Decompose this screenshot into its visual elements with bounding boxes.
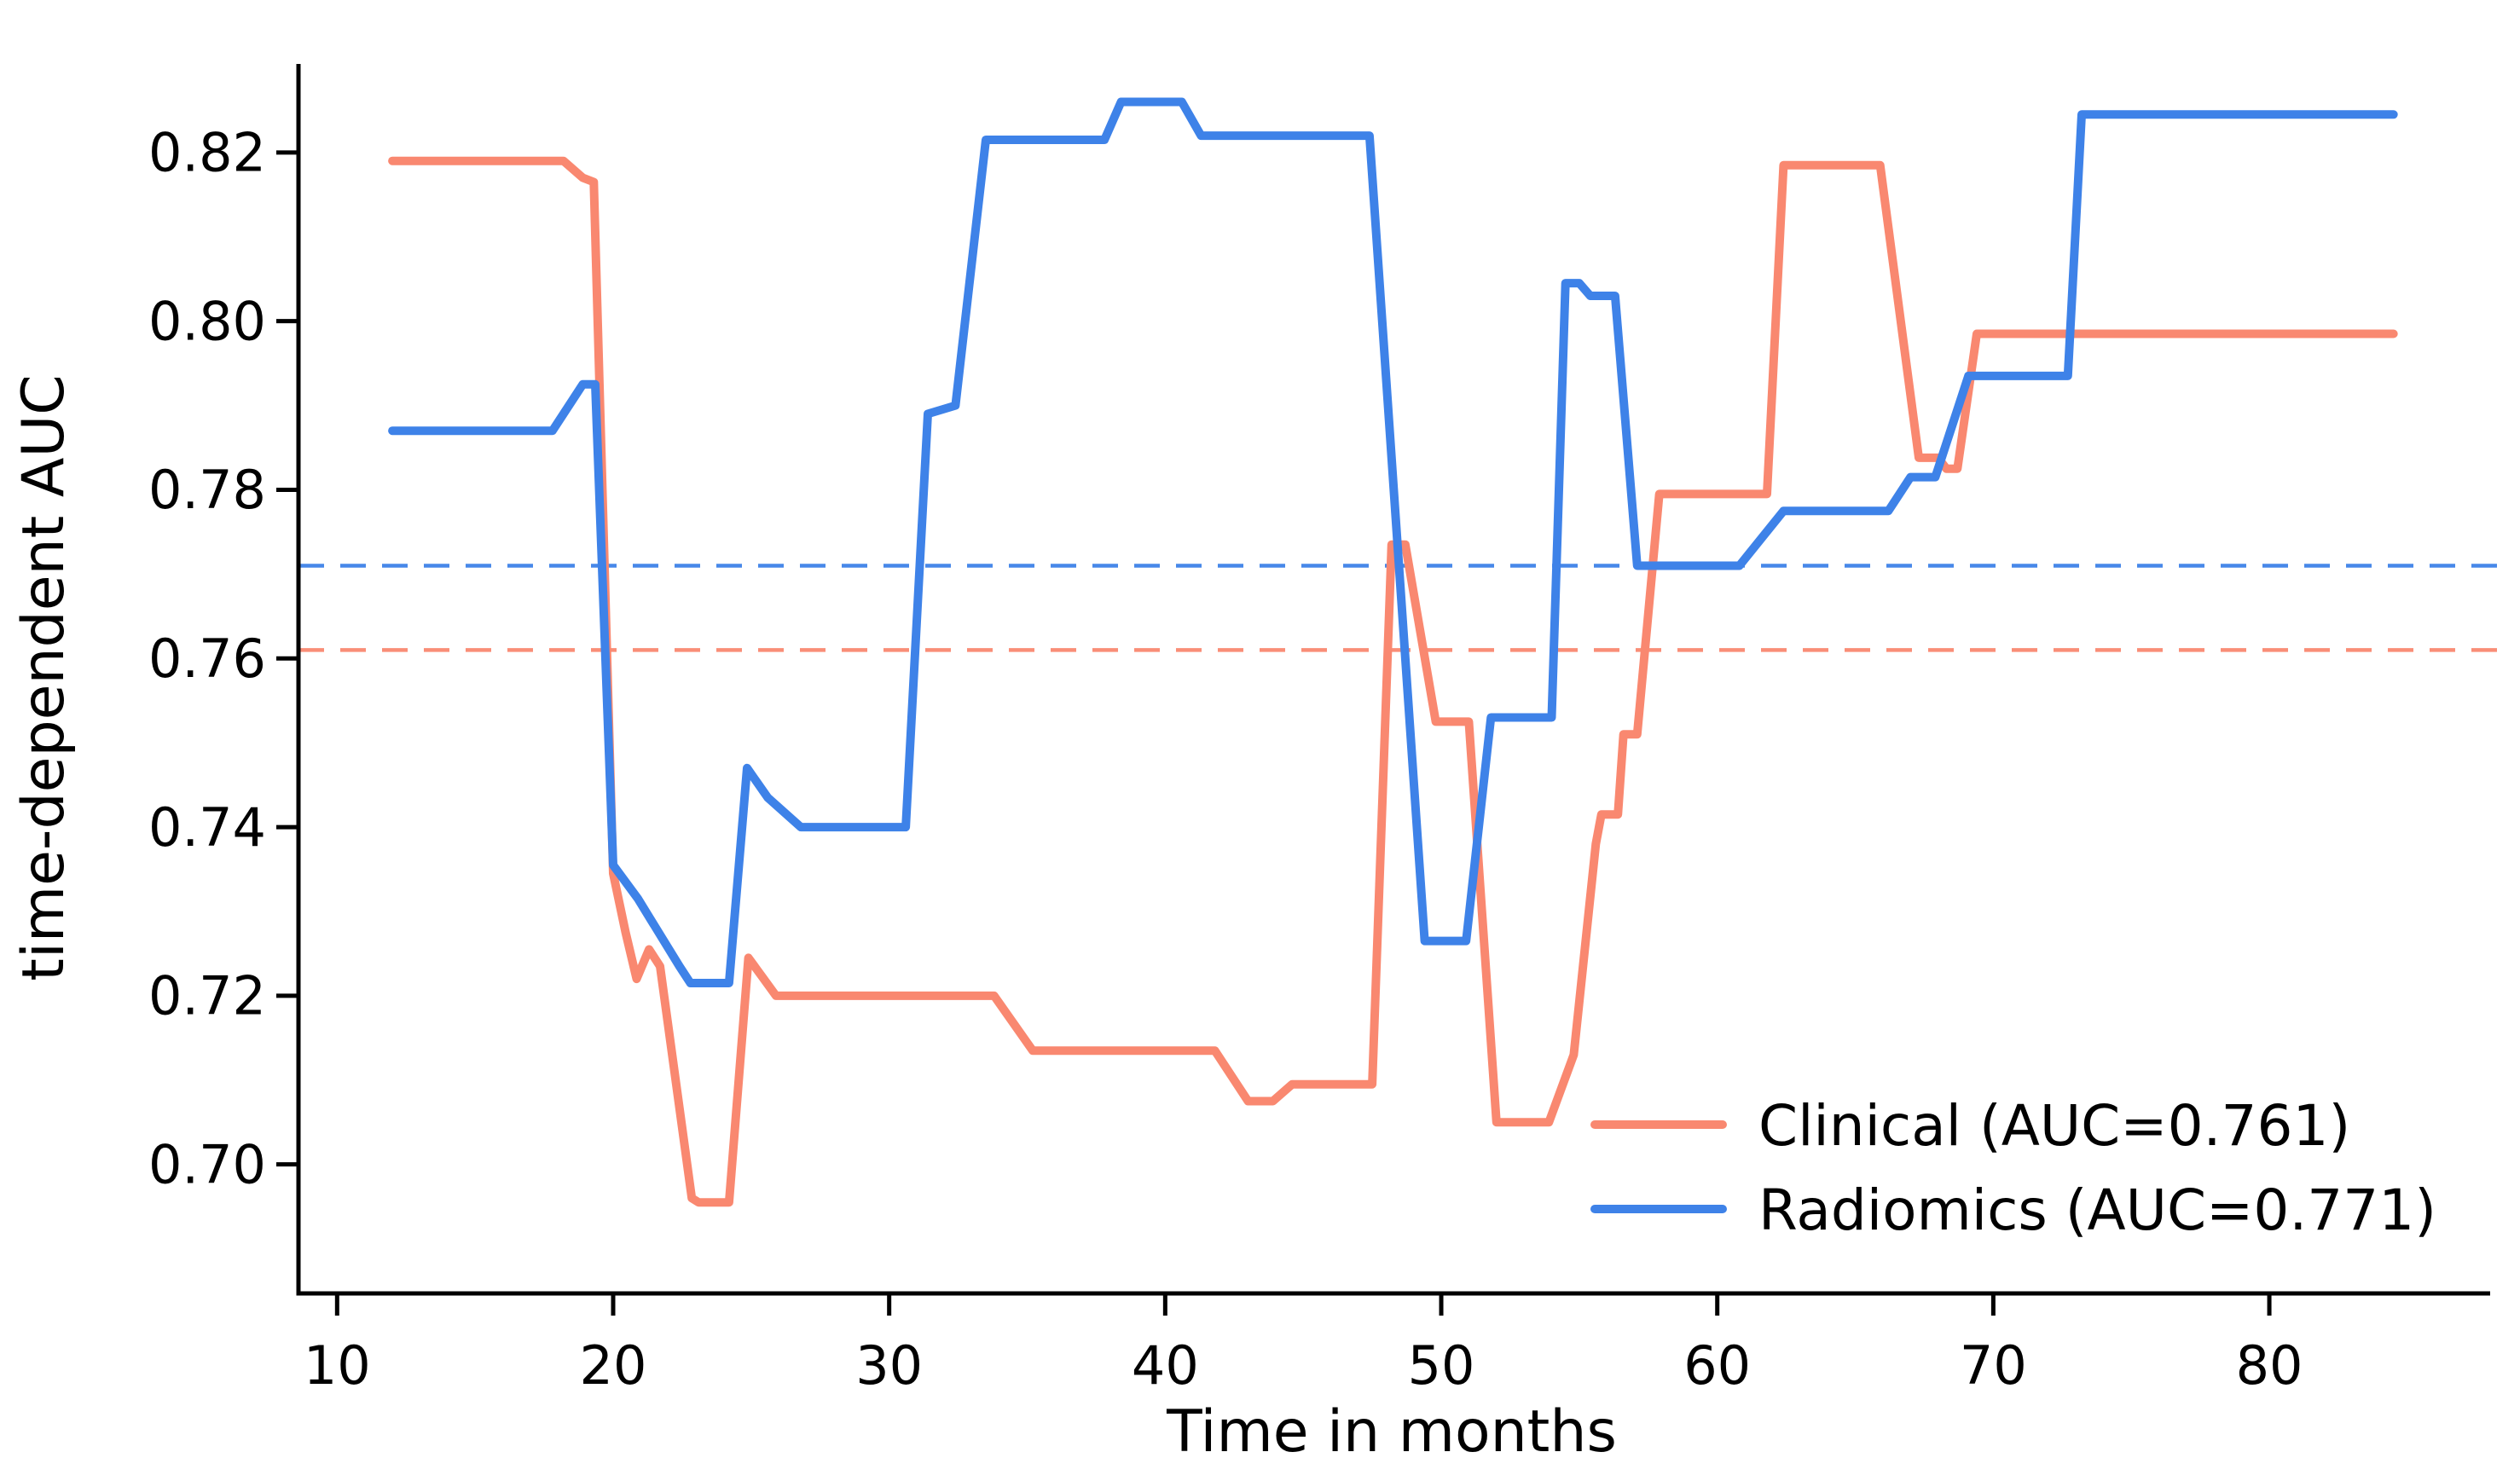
x-tick-label: 60	[1683, 1334, 1751, 1397]
x-tick-label: 10	[304, 1334, 371, 1397]
y-tick-label: 0.82	[148, 122, 266, 184]
x-tick-label: 20	[580, 1334, 647, 1397]
y-tick-label: 0.76	[148, 628, 266, 690]
x-tick-label: 80	[2236, 1334, 2303, 1397]
y-tick-label: 0.70	[148, 1133, 266, 1195]
y-tick-label: 0.80	[148, 290, 266, 352]
y-tick-label: 0.78	[148, 459, 266, 521]
legend-label-radiomics: Radiomics (AUC=0.771)	[1758, 1177, 2436, 1243]
y-tick-label: 0.72	[148, 965, 266, 1027]
x-tick-label: 40	[1132, 1334, 1199, 1397]
x-tick-label: 70	[1960, 1334, 2027, 1397]
y-tick-label: 0.74	[148, 796, 266, 859]
y-axis-title: time-dependent AUC	[10, 374, 78, 981]
x-tick-label: 50	[1408, 1334, 1475, 1397]
series-line-radiomics	[388, 97, 2398, 987]
x-tick-label: 30	[855, 1334, 923, 1397]
x-axis-title: Time in months	[1166, 1398, 1617, 1466]
legend-label-clinical: Clinical (AUC=0.761)	[1758, 1093, 2350, 1159]
series-line-clinical	[388, 156, 2398, 1207]
